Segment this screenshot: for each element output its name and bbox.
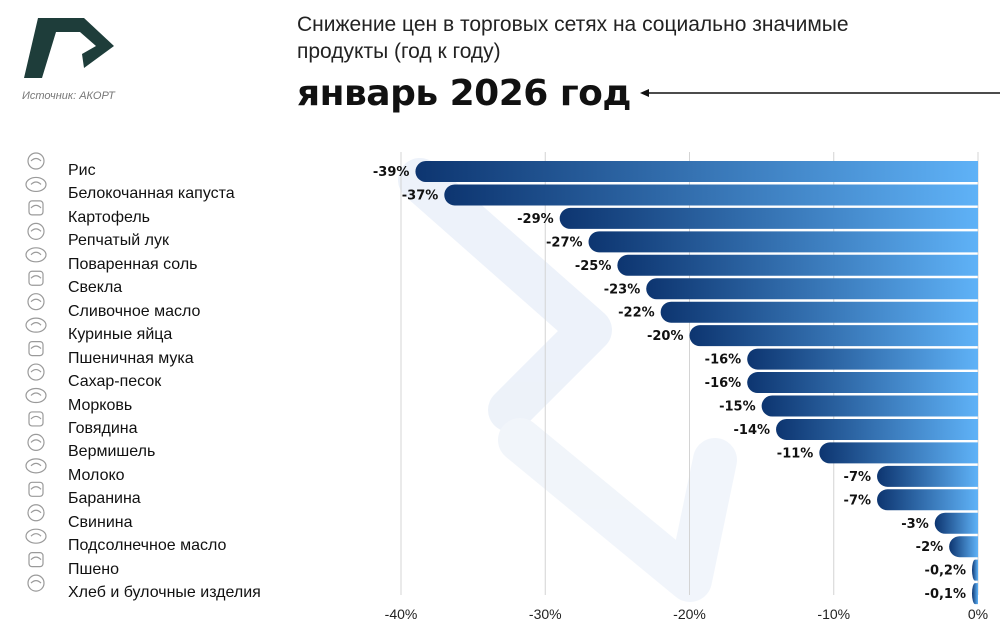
x-tick-label: -30% [529, 606, 562, 622]
data-label: -0,1% [925, 587, 966, 602]
data-label: -2% [916, 540, 943, 555]
category-label: Морковь [68, 396, 133, 414]
data-label: -15% [719, 400, 756, 415]
bar [934, 512, 978, 534]
category-label: Говядина [68, 419, 138, 437]
category-label: Молоко [68, 466, 125, 484]
bar [747, 372, 978, 394]
data-label: -23% [604, 282, 641, 297]
data-label: -27% [546, 235, 583, 250]
bar [559, 207, 978, 229]
bar [972, 559, 978, 581]
category-label: Поваренная соль [68, 255, 198, 273]
data-label: -7% [844, 470, 871, 485]
data-label: -11% [777, 446, 814, 461]
millet-icon [28, 552, 44, 568]
data-label: -20% [647, 329, 684, 344]
pork-icon [27, 504, 45, 522]
category-label: Картофель [68, 208, 151, 226]
chart-title-line1: Снижение цен в торговых сетях на социаль… [297, 13, 849, 36]
butter-icon [27, 293, 45, 311]
cabbage-icon [25, 176, 47, 193]
category-label: Репчатый лук [68, 232, 169, 250]
data-label: -29% [517, 212, 554, 227]
data-label: -14% [734, 423, 771, 438]
data-label: -7% [844, 493, 871, 508]
onion-icon [27, 222, 45, 240]
bar [415, 161, 978, 182]
category-label: Рис [68, 162, 96, 179]
potato-icon [28, 200, 44, 216]
bread-icon [27, 574, 45, 592]
category-label: Подсолнечное масло [68, 537, 227, 555]
bar [660, 301, 978, 323]
category-icons [25, 152, 47, 592]
salt-icon [25, 247, 47, 263]
x-tick-label: -40% [385, 606, 418, 622]
bar [689, 325, 978, 347]
akort-logo [24, 18, 114, 78]
noodles-icon [27, 433, 45, 451]
sugar-spoon-icon [27, 363, 45, 381]
source-label: Источник: АКОРТ [22, 90, 115, 102]
milk-bottle-icon [25, 458, 47, 474]
logo-mark-shape [24, 18, 114, 78]
category-label: Пшено [68, 560, 119, 578]
data-label: -16% [705, 353, 742, 368]
category-label: Сахар-песок [68, 373, 162, 391]
category-label: Пшеничная мука [68, 349, 194, 367]
bar [646, 278, 978, 300]
category-label: Вермишель [68, 443, 156, 461]
beef-steak-icon [28, 411, 44, 427]
x-tick-label: -10% [817, 606, 850, 622]
chart-subtitle: январь 2026 год [297, 73, 631, 114]
carrot-icon [25, 387, 47, 404]
oil-bottle-icon [25, 528, 47, 544]
data-label: -22% [618, 306, 655, 321]
category-label: Свинина [68, 513, 133, 531]
x-tick-label: -20% [673, 606, 706, 622]
left-arrow-icon [640, 89, 1000, 97]
bar-chart-svg: -39% -37% -29% -27% -25% -23% -22% -20% -16% -16%… [373, 152, 988, 622]
flour-sack-icon [28, 341, 44, 357]
category-label: Белокочанная капуста [68, 185, 235, 203]
bar [972, 583, 978, 605]
bar [761, 395, 978, 417]
bar [819, 442, 978, 464]
bar [949, 536, 978, 558]
lamb-icon [28, 481, 44, 497]
beet-icon [28, 270, 44, 286]
x-tick-label: 0% [968, 606, 988, 622]
data-label: -16% [705, 376, 742, 391]
data-label: -3% [901, 517, 928, 532]
data-label: -39% [373, 165, 410, 180]
category-label: Куриные яйца [68, 326, 173, 344]
eggs-icon [25, 317, 47, 333]
bar [877, 489, 978, 511]
data-label: -37% [402, 188, 439, 203]
category-label: Хлеб и булочные изделия [68, 584, 261, 602]
bar [776, 418, 978, 440]
rice-bowl-icon [27, 152, 45, 170]
bar [617, 254, 978, 276]
bar [588, 231, 978, 253]
bar-chart: -39% -37% -29% -27% -25% -23% -22% -20% -16% -16%… [0, 140, 1000, 635]
bar [747, 348, 978, 370]
category-label: Свекла [68, 279, 123, 297]
category-label: Баранина [68, 490, 141, 508]
data-label: -0,2% [925, 564, 966, 579]
chart-title-line2: продукты (год к году) [297, 40, 501, 63]
data-label: -25% [575, 259, 612, 274]
category-label: Сливочное масло [68, 302, 201, 320]
bar [444, 184, 979, 206]
bar [877, 465, 978, 487]
